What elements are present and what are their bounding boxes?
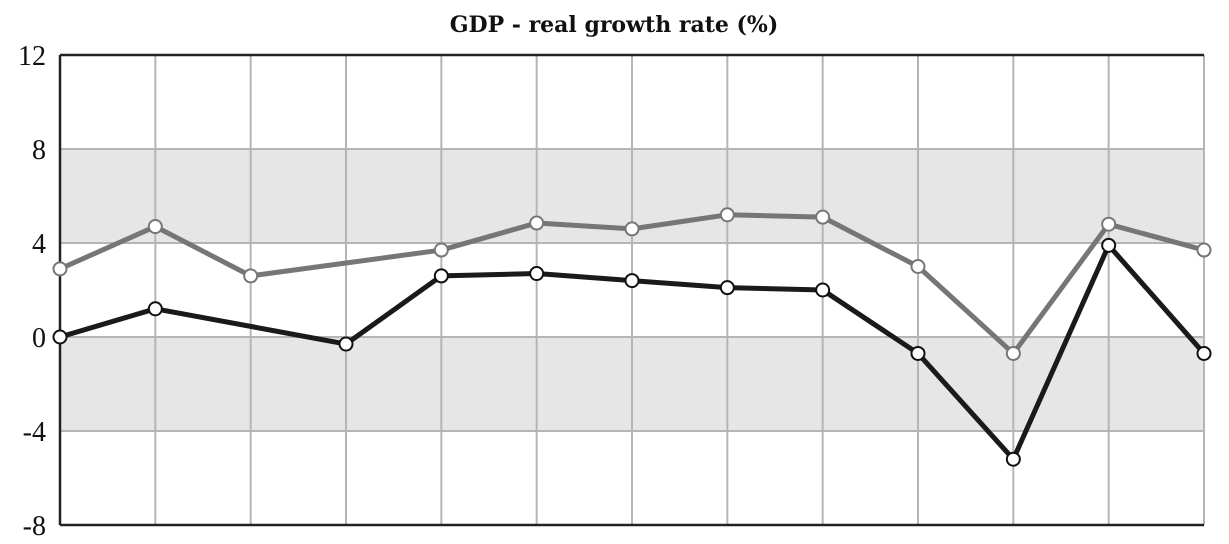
y-tick-label: -4: [23, 417, 46, 448]
y-tick-label: 4: [32, 229, 46, 260]
black-series-point: [52, 329, 68, 345]
gray-series-line: [58, 212, 1205, 356]
gray-series-point: [719, 207, 735, 223]
black-series-point: [338, 336, 354, 352]
black-series-point: [624, 273, 640, 289]
black-series-point: [910, 345, 926, 361]
black-series-point: [147, 301, 163, 317]
black-series-point: [529, 266, 545, 282]
gray-series-point: [815, 209, 831, 225]
gray-series-point: [1101, 216, 1117, 232]
black-series-point: [1101, 237, 1117, 253]
y-tick-label: 12: [18, 41, 46, 72]
gray-series-point: [243, 268, 259, 284]
black-series-point: [433, 268, 449, 284]
gray-series-point: [52, 261, 68, 277]
black-series-line: [59, 242, 1206, 462]
y-tick-label: -8: [23, 511, 46, 542]
y-tick-label: 8: [32, 135, 46, 166]
black-series-point: [1005, 451, 1021, 467]
gray-series-point: [147, 219, 163, 235]
gray-series-point: [1196, 242, 1212, 258]
gray-series-point: [624, 221, 640, 237]
chart-title: GDP - real growth rate (%): [450, 12, 779, 38]
y-tick-label: 0: [32, 323, 46, 354]
black-series-point: [719, 280, 735, 296]
gray-series-point: [910, 259, 926, 274]
gray-series-point: [529, 215, 545, 231]
gray-series-point: [1005, 345, 1021, 361]
black-series-point: [1196, 345, 1212, 361]
black-series-point: [815, 282, 831, 298]
gray-series-point: [433, 242, 449, 258]
